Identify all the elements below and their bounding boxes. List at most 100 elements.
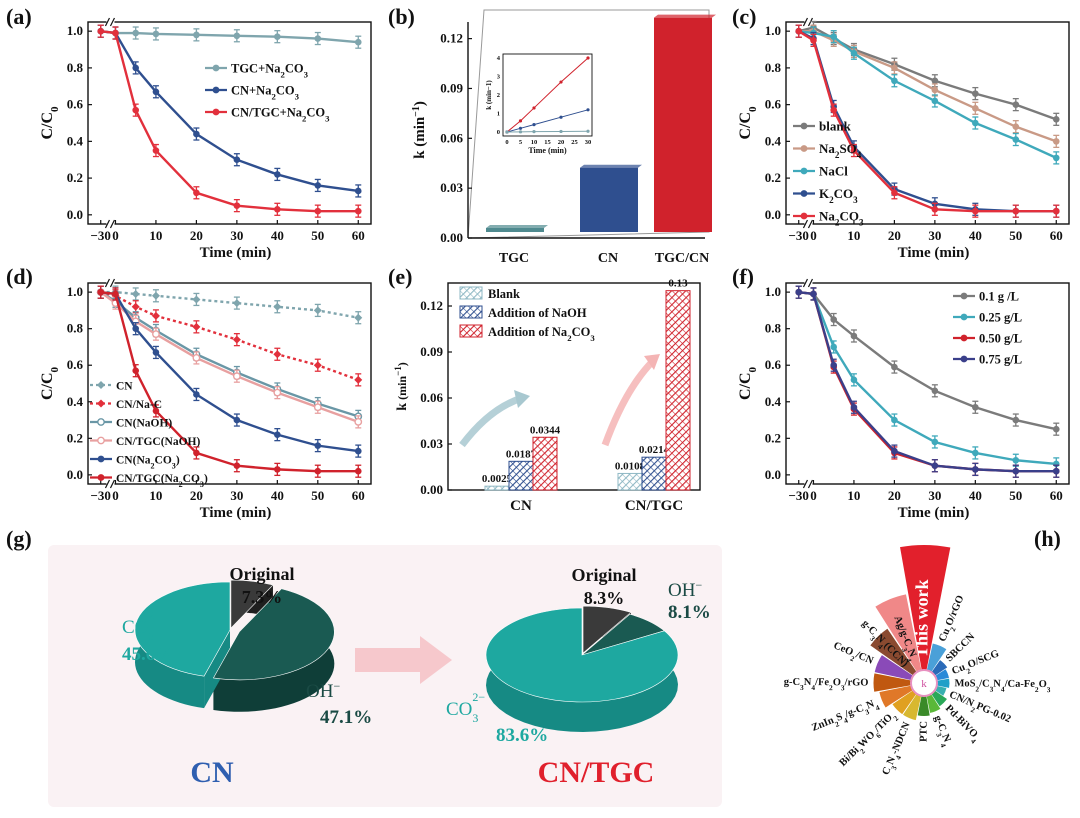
rose-petal (936, 678, 950, 688)
data-point (931, 438, 939, 446)
inset-y-tick: 3 (497, 74, 501, 81)
data-point (1012, 207, 1020, 215)
trend-arrow-head (644, 354, 660, 370)
x-tick-label: 30 (230, 228, 243, 243)
data-point (1012, 467, 1020, 475)
rose-petal (870, 628, 917, 676)
legend-label: Addition of Na2CO3 (488, 325, 595, 343)
data-point (891, 363, 898, 371)
rose-petal (934, 669, 949, 681)
bar-value-label: 0.13 (668, 278, 688, 290)
inset-point (518, 119, 523, 123)
x-tick-label: 30 (928, 488, 941, 503)
data-point (891, 189, 898, 197)
legend-marker (960, 334, 968, 342)
label-co3-value: 45.6% (122, 644, 174, 665)
data-point (274, 466, 281, 473)
data-point (112, 29, 119, 37)
inset-point (532, 130, 536, 134)
axis-break-mark (807, 278, 814, 288)
x-tick-label: 50 (1009, 488, 1022, 503)
data-point (233, 202, 241, 209)
x-category-label: TGC/CN (655, 251, 709, 266)
inset-y-tick: 1 (497, 111, 500, 118)
label-oh: OH− (306, 679, 340, 702)
bar-value-label: 0.0187 (506, 448, 537, 460)
rose-label: PTC (918, 721, 929, 742)
x-tick-label: 30 (928, 228, 941, 243)
data-point (354, 38, 362, 46)
axis-break-mask (106, 219, 115, 229)
label-original-value: 7.3% (242, 587, 283, 607)
legend-label: CN/TGC(NaOH) (116, 436, 201, 448)
rose-petal (892, 690, 917, 715)
x-tick-label: 10 (149, 488, 162, 503)
legend-marker (800, 122, 808, 130)
bar-value-label: 0.0214 (639, 444, 670, 456)
rose-petal (931, 660, 948, 676)
data-point (972, 466, 979, 473)
x-tick-label: 40 (271, 488, 284, 503)
data-point (151, 291, 160, 300)
y-tick-label: 0.2 (765, 170, 781, 185)
legend-label: K2CO3 (819, 186, 858, 205)
data-point (193, 130, 200, 138)
x-axis-label: Time (min) (200, 505, 272, 521)
rose-petal (926, 643, 947, 673)
data-point (972, 207, 979, 215)
rose-label: g-C3N4 (928, 714, 953, 749)
y-tick-label: 0.00 (420, 482, 443, 497)
y-tick-label: 0.8 (765, 60, 782, 75)
y-tick-label: 0.8 (765, 321, 782, 336)
data-point (1052, 116, 1060, 123)
inset-x-tick: 30 (585, 139, 592, 146)
x-tick-label: 20 (888, 488, 901, 503)
rose-petal (874, 655, 914, 681)
data-point (192, 295, 201, 304)
data-point (314, 442, 322, 449)
x-tick-label: 50 (311, 228, 324, 243)
inset-x-tick: 5 (519, 139, 523, 146)
axis-break-mark (802, 479, 809, 489)
data-point (274, 431, 281, 438)
label-oh: OH− (668, 578, 702, 601)
y-tick-label: 0.12 (420, 298, 443, 313)
y-tick-label: 0.0 (765, 207, 781, 222)
data-point (354, 207, 362, 215)
data-point (132, 29, 140, 37)
legend-label: CN(Na2CO3) (116, 455, 180, 471)
data-point (233, 416, 241, 424)
y-tick-label: 0.03 (440, 180, 463, 195)
x-tick-label: 20 (888, 228, 901, 243)
transition-arrow (355, 636, 452, 684)
data-point (192, 354, 201, 362)
inset-x-tick: 20 (558, 139, 565, 146)
data-point (972, 105, 979, 112)
rose-petal (926, 693, 941, 713)
data-point (1052, 425, 1060, 433)
inset-y-tick: 0 (497, 129, 500, 136)
data-point (131, 302, 140, 311)
data-point (193, 449, 200, 457)
x-tick-label: 10 (847, 228, 860, 243)
inset-point (518, 126, 523, 130)
legend-marker (212, 64, 220, 72)
y-tick-label: 1.0 (67, 284, 83, 299)
legend-label: CN(NaOH) (116, 418, 172, 430)
data-point (354, 187, 362, 195)
panel-h-rose-chart: This work Cu2O/rGOSBCCNCu2O/SCGMoS2/C3N4/… (784, 545, 1051, 777)
data-point (931, 462, 939, 470)
plot-frame (785, 21, 1070, 225)
data-point (931, 77, 939, 85)
panel-label-e: (e) (388, 264, 412, 289)
x-tick-label: 60 (352, 228, 365, 243)
legend-label: 0.25 g/L (979, 311, 1022, 325)
data-point (810, 290, 817, 298)
axis-break-mark (109, 479, 116, 489)
y-tick-label: 0.0 (67, 467, 83, 482)
axis-break-mark (807, 479, 814, 489)
bar-value-label: 0.0025 (482, 473, 513, 485)
panel-b-bar-chart: 0.00 0.03 0.06 0.09 0.12 k (min−1) TGC CN TGC/CN… (411, 9, 716, 266)
legend-swatch (459, 286, 483, 300)
data-point (830, 316, 838, 323)
